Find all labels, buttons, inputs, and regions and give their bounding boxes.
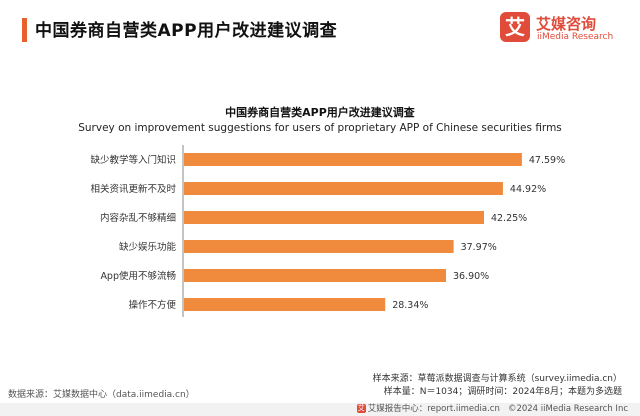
logo-badge: 艾	[500, 12, 530, 42]
logo-name-cn: 艾媒咨询	[536, 15, 597, 33]
logo-name-en: iiMedia Research	[537, 32, 614, 42]
category-label: 缺少教学等入门知识	[90, 154, 176, 166]
category-label: App使用不够流畅	[100, 270, 176, 282]
bar	[184, 211, 484, 224]
sample-info-note: 样本量：N＝1034；调研时间：2024年8月；本题为多选题	[383, 387, 622, 397]
bar	[184, 153, 522, 166]
sample-source-note: 样本来源：草莓派数据调查与计算系统（survey.iimedia.cn）	[372, 374, 622, 384]
data-source-note: 数据来源：艾媒数据中心（data.iimedia.cn）	[8, 390, 195, 400]
bar	[184, 298, 386, 311]
value-label: 37.97%	[461, 242, 497, 253]
report-center-link[interactable]: 艾媒报告中心：report.iimedia.cn	[367, 404, 500, 414]
bar	[184, 182, 503, 195]
mini-logo-badge: 艾	[356, 404, 366, 413]
category-label: 内容杂乱不够精细	[100, 212, 176, 224]
bar	[184, 269, 446, 282]
value-label: 47.59%	[529, 155, 565, 166]
value-label: 42.25%	[491, 213, 527, 224]
value-label: 28.34%	[392, 300, 428, 311]
page-title: 中国券商自营类APP用户改进建议调查	[35, 21, 338, 41]
chart-title: 中国券商自营类APP用户改进建议调查	[225, 106, 415, 119]
value-label: 44.92%	[510, 184, 546, 195]
title-accent-bar	[22, 18, 27, 42]
footer-band-text: 艾艾媒报告中心：report.iimedia.cn ©2024 iiMedia …	[356, 403, 628, 416]
value-label: 36.90%	[453, 271, 489, 282]
sample-notes: 样本来源：草莓派数据调查与计算系统（survey.iimedia.cn） 样本量…	[373, 373, 622, 399]
category-label: 操作不方便	[128, 299, 176, 311]
chart-subtitle: Survey on improvement suggestions for us…	[78, 122, 562, 134]
footer-band: 艾艾媒报告中心：report.iimedia.cn ©2024 iiMedia …	[0, 403, 640, 416]
bar	[184, 240, 454, 253]
copyright-text: ©2024 iiMedia Research Inc	[507, 404, 628, 414]
iimedia-logo: 艾 艾媒咨询 iiMedia Research	[500, 12, 630, 48]
category-label: 缺少娱乐功能	[119, 241, 177, 253]
category-label: 相关资讯更新不及时	[90, 183, 176, 195]
